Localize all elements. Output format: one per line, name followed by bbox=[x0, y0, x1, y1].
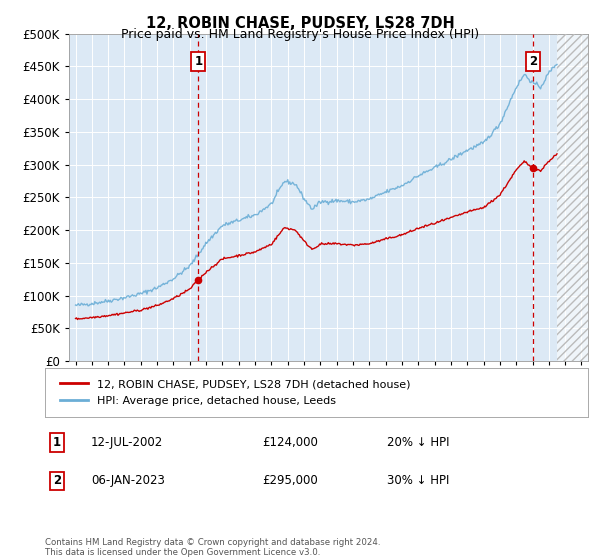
Text: 30% ↓ HPI: 30% ↓ HPI bbox=[387, 474, 449, 487]
Bar bbox=[557, 34, 588, 361]
Text: Contains HM Land Registry data © Crown copyright and database right 2024.
This d: Contains HM Land Registry data © Crown c… bbox=[45, 538, 380, 557]
Legend: 12, ROBIN CHASE, PUDSEY, LS28 7DH (detached house), HPI: Average price, detached: 12, ROBIN CHASE, PUDSEY, LS28 7DH (detac… bbox=[56, 375, 415, 410]
Text: 12-JUL-2002: 12-JUL-2002 bbox=[91, 436, 163, 449]
Text: £124,000: £124,000 bbox=[262, 436, 318, 449]
Text: 12, ROBIN CHASE, PUDSEY, LS28 7DH: 12, ROBIN CHASE, PUDSEY, LS28 7DH bbox=[146, 16, 454, 31]
Text: 20% ↓ HPI: 20% ↓ HPI bbox=[387, 436, 449, 449]
Text: 2: 2 bbox=[53, 474, 61, 487]
Bar bbox=[557, 34, 588, 361]
Text: 1: 1 bbox=[53, 436, 61, 449]
Text: 06-JAN-2023: 06-JAN-2023 bbox=[91, 474, 165, 487]
Text: £295,000: £295,000 bbox=[262, 474, 318, 487]
Text: 2: 2 bbox=[529, 55, 537, 68]
Text: Price paid vs. HM Land Registry's House Price Index (HPI): Price paid vs. HM Land Registry's House … bbox=[121, 28, 479, 41]
Text: 1: 1 bbox=[194, 55, 202, 68]
